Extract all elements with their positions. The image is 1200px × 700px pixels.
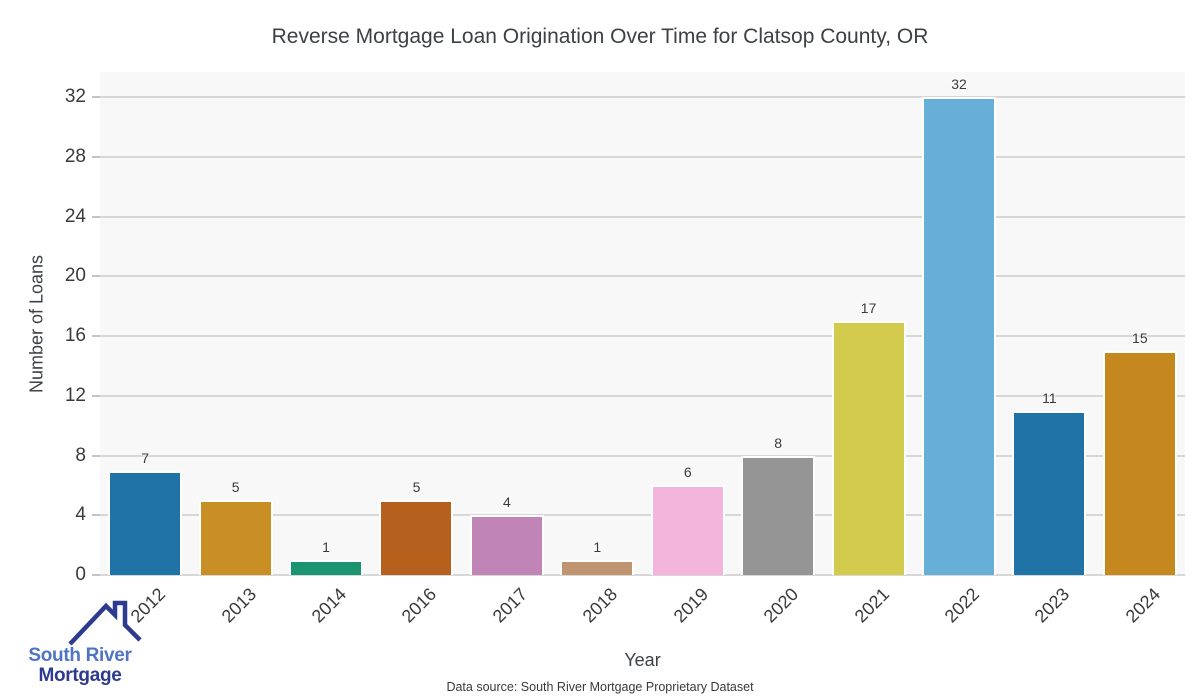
bar-group-2021: 17 — [823, 72, 913, 575]
y-tick-mark — [92, 454, 100, 457]
bar-2014: 1 — [289, 539, 364, 575]
bar-group-2019: 6 — [643, 72, 733, 575]
x-tick-label-2016: 2016 — [398, 584, 441, 627]
bar-value-label-2021: 17 — [860, 300, 877, 317]
bars-layer: 7 5 1 5 4 1 6 8 17 32 11 15 — [100, 72, 1185, 575]
x-tick-label-2018: 2018 — [578, 584, 622, 627]
bar-group-2013: 5 — [190, 72, 280, 575]
bar-group-2012: 7 — [100, 72, 190, 575]
bar-2018: 1 — [560, 539, 635, 575]
x-tick-label-2019: 2019 — [669, 584, 712, 627]
gridline-16 — [100, 335, 1185, 338]
y-tick-mark — [92, 215, 100, 218]
gridline-28 — [100, 156, 1185, 159]
y-tick-label-4: 4 — [75, 504, 86, 526]
bar-value-label-2012: 7 — [141, 449, 150, 466]
bar-value-label-2016: 5 — [412, 479, 421, 496]
x-tick-label-2020: 2020 — [759, 584, 803, 627]
bar-group-2023: 11 — [1004, 72, 1094, 575]
x-tick-label-2017: 2017 — [488, 584, 532, 627]
y-tick-label-16: 16 — [64, 325, 86, 347]
data-source-caption: Data source: South River Mortgage Propri… — [446, 680, 754, 694]
bar-value-label-2022: 32 — [951, 76, 967, 93]
y-tick-mark — [92, 156, 100, 159]
bar-2024: 15 — [1102, 330, 1177, 575]
y-tick-mark — [92, 394, 100, 397]
chart-title: Reverse Mortgage Loan Origination Over T… — [271, 25, 929, 48]
y-tick-mark — [92, 275, 100, 278]
x-tick-label-2024: 2024 — [1121, 584, 1164, 627]
bar-2021: 17 — [831, 300, 906, 575]
y-tick-label-28: 28 — [64, 146, 86, 168]
bar-group-2016: 5 — [371, 72, 461, 575]
x-axis-label: Year — [624, 650, 661, 670]
y-tick-label-24: 24 — [64, 205, 86, 227]
x-tick-label-2013: 2013 — [217, 584, 260, 627]
x-tick-label-2021: 2021 — [850, 584, 893, 627]
gridline-12 — [100, 394, 1185, 397]
bar-2020: 8 — [741, 435, 816, 575]
y-tick-label-20: 20 — [64, 265, 86, 287]
y-tick-mark — [92, 574, 100, 576]
bar-2022: 32 — [922, 76, 996, 575]
bar-value-label-2018: 1 — [593, 539, 602, 556]
logo-text-line1: South River — [28, 645, 132, 666]
gridline-8 — [100, 454, 1185, 457]
bar-group-2024: 15 — [1095, 72, 1185, 575]
bar-group-2017: 4 — [462, 72, 552, 575]
gridline-20 — [100, 275, 1185, 278]
bar-2016: 5 — [379, 479, 454, 575]
bar-group-2018: 1 — [552, 72, 642, 575]
y-tick-mark — [92, 96, 100, 99]
y-tick-label-12: 12 — [64, 384, 86, 406]
south-river-mortgage-logo: South River Mortgage — [14, 598, 146, 690]
x-tick-label-2014: 2014 — [307, 584, 351, 627]
y-tick-label-32: 32 — [64, 86, 86, 108]
bar-2017: 4 — [469, 494, 544, 575]
y-tick-label-8: 8 — [75, 444, 86, 466]
gridline-4 — [100, 514, 1185, 517]
logo-text-line2: Mortgage — [38, 665, 122, 686]
bar-value-label-2024: 15 — [1132, 330, 1148, 347]
bar-2023: 11 — [1012, 390, 1087, 575]
bar-group-2020: 8 — [733, 72, 823, 575]
gridline-0 — [100, 574, 1185, 576]
bar-group-2014: 1 — [281, 72, 371, 575]
plot-area: 7 5 1 5 4 1 6 8 17 32 11 15 — [100, 72, 1185, 576]
gridline-24 — [100, 215, 1185, 218]
bar-value-label-2020: 8 — [774, 434, 783, 451]
bar-value-label-2023: 11 — [1042, 389, 1057, 406]
y-tick-label-0: 0 — [75, 564, 86, 585]
bar-value-label-2017: 4 — [502, 494, 511, 511]
y-tick-mark — [92, 335, 100, 338]
bar-value-label-2013: 5 — [231, 479, 240, 496]
bar-value-label-2014: 1 — [322, 539, 330, 556]
x-tick-label-2023: 2023 — [1031, 584, 1074, 627]
bar-2012: 7 — [108, 450, 183, 575]
y-tick-mark — [92, 514, 100, 517]
bar-value-label-2019: 6 — [683, 464, 692, 481]
bar-group-2022: 32 — [914, 72, 1004, 575]
x-tick-label-2022: 2022 — [940, 584, 984, 627]
bar-2013: 5 — [198, 479, 273, 575]
bar-2019: 6 — [650, 464, 725, 575]
gridline-32 — [100, 96, 1185, 99]
